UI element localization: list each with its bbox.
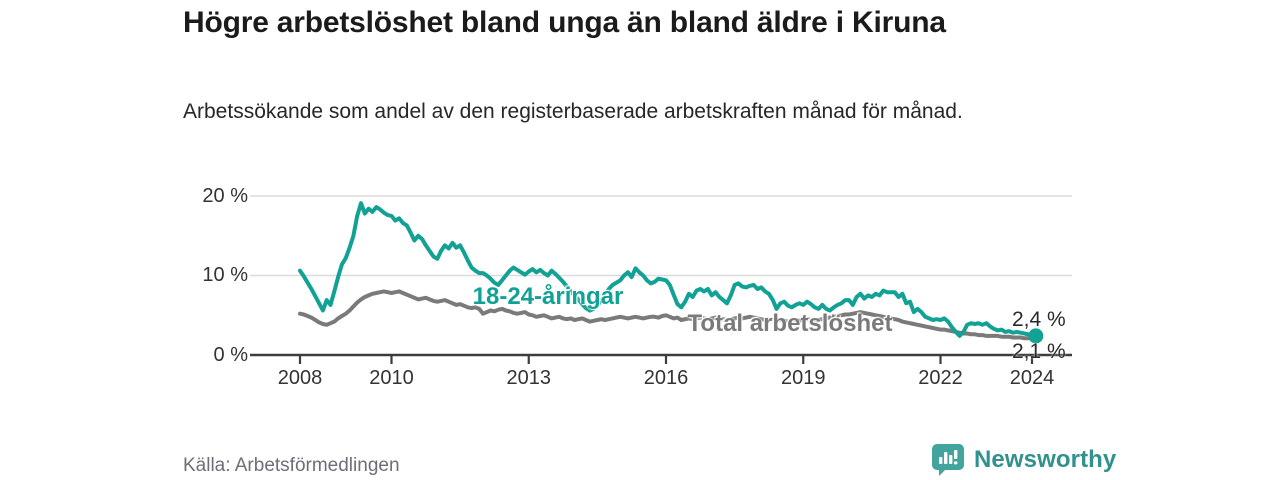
y-tick-label-0: 0 %: [213, 344, 248, 366]
chart-title: Högre arbetslöshet bland unga än bland ä…: [183, 6, 946, 39]
series-line-total: [298, 289, 1038, 341]
y-tick-label-20: 20 %: [202, 185, 248, 207]
x-tick-label-2024: 2024: [1009, 367, 1055, 389]
x-tick-label-2013: 2013: [506, 367, 552, 389]
end-value-young: 2,4 %: [1012, 308, 1066, 331]
x-tick-label-2016: 2016: [643, 367, 689, 389]
series-line-young: [298, 201, 1038, 338]
newsworthy-logo: Newsworthy: [931, 443, 1116, 477]
chart-subtitle: Arbetssökande som andel av den registerb…: [183, 100, 963, 123]
x-tick-label-2008: 2008: [277, 367, 323, 389]
newsworthy-logo-icon: [932, 444, 964, 476]
series-label-young: 18-24-åringar: [472, 283, 624, 310]
source-note: Källa: Arbetsförmedlingen: [183, 455, 400, 476]
x-tick-label-2010: 2010: [369, 367, 414, 389]
series-label-total: Total arbetslöshet: [687, 310, 893, 337]
x-tick-label-2019: 2019: [781, 367, 826, 389]
y-tick-label-10: 10 %: [202, 264, 248, 286]
newsworthy-logo-text: Newsworthy: [974, 446, 1117, 473]
x-tick-label-2022: 2022: [918, 367, 963, 389]
end-value-total: 2,1 %: [1012, 340, 1066, 363]
series-end-dot: [1028, 328, 1044, 344]
